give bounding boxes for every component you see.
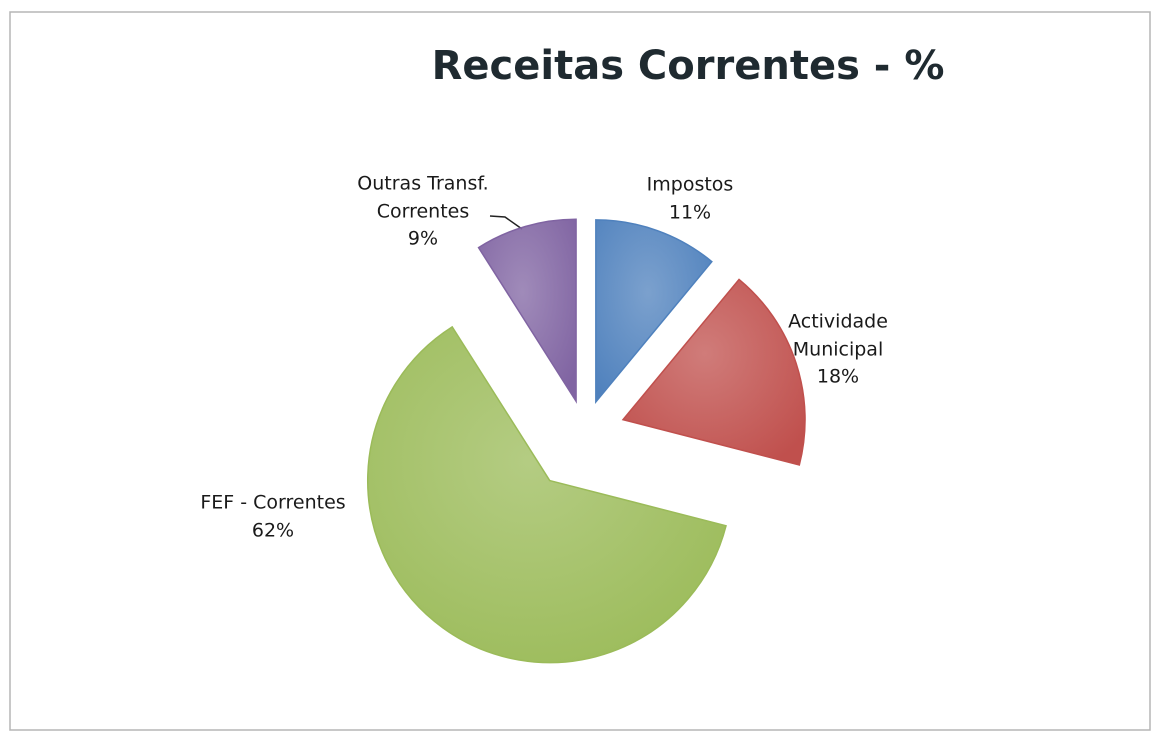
pie-slice [595, 219, 713, 404]
frame [9, 11, 1151, 731]
pie-slice [621, 278, 806, 466]
value-label: 9% [407, 227, 439, 250]
category-label: FEF - Correntes [200, 491, 346, 514]
value-label: 11% [668, 201, 712, 223]
category-label: Outras Transf. Correntes [357, 172, 489, 223]
chart-title: Receitas Correntes - % [432, 43, 945, 89]
leader-line [489, 215, 523, 230]
slice-label: Impostos 11% [610, 171, 770, 226]
value-label: 62% [251, 519, 295, 541]
category-label: Actividade Municipal [788, 310, 888, 361]
pie [367, 218, 806, 664]
category-label: Impostos [646, 173, 734, 196]
pie-slice [367, 325, 727, 664]
slice-label: Actividade Municipal 18% [773, 309, 903, 392]
pie-slice [477, 218, 577, 404]
value-label: 18% [816, 365, 860, 388]
slice-label: Outras Transf. Correntes 9% [343, 171, 503, 254]
slice-label: FEF - Correntes 62% [163, 489, 383, 544]
